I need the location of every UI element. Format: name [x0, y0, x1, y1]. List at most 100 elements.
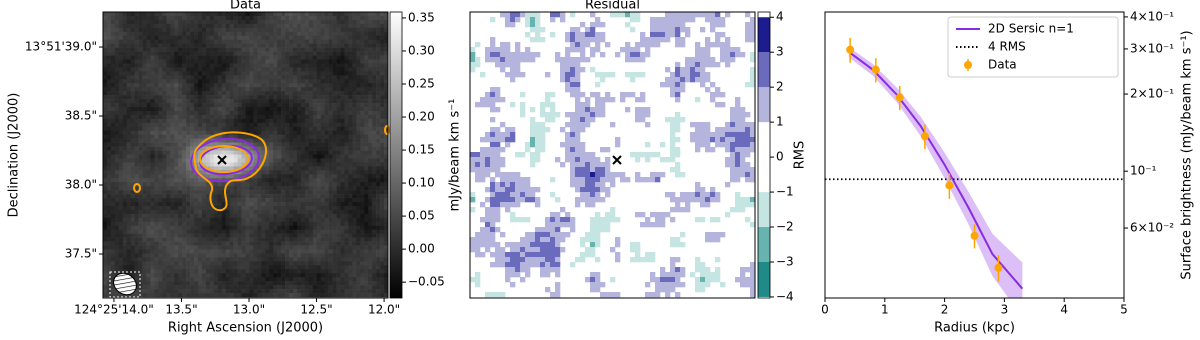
image-pixel	[107, 226, 111, 230]
image-pixel	[273, 139, 277, 143]
image-pixel	[111, 210, 115, 214]
image-pixel	[265, 60, 269, 64]
image-pixel	[147, 115, 151, 119]
image-pixel	[305, 20, 309, 24]
image-pixel	[111, 91, 115, 95]
image-pixel	[190, 269, 194, 273]
image-pixel	[301, 32, 305, 36]
image-pixel	[135, 87, 139, 91]
image-pixel	[305, 60, 309, 64]
image-pixel	[143, 139, 147, 143]
image-pixel	[182, 56, 186, 60]
image-pixel	[352, 63, 356, 67]
image-pixel	[127, 214, 131, 218]
image-pixel	[273, 265, 277, 269]
image-pixel	[127, 246, 131, 250]
image-pixel	[162, 273, 166, 277]
image-pixel	[285, 60, 289, 64]
image-pixel	[325, 111, 329, 115]
image-pixel	[321, 158, 325, 162]
image-pixel	[143, 119, 147, 123]
image-pixel	[214, 269, 218, 273]
image-pixel	[356, 60, 360, 64]
image-pixel	[194, 12, 198, 16]
image-pixel	[253, 20, 257, 24]
image-pixel	[178, 190, 182, 194]
image-pixel	[234, 269, 238, 273]
image-pixel	[166, 60, 170, 64]
image-pixel	[337, 253, 341, 257]
image-pixel	[285, 170, 289, 174]
image-pixel	[158, 115, 162, 119]
image-pixel	[281, 257, 285, 261]
image-pixel	[333, 119, 337, 123]
image-pixel	[352, 198, 356, 202]
image-pixel	[238, 79, 242, 83]
image-pixel	[186, 115, 190, 119]
image-pixel	[154, 99, 158, 103]
image-pixel	[364, 111, 368, 115]
image-pixel	[364, 87, 368, 91]
image-pixel	[103, 16, 107, 20]
image-pixel	[317, 190, 321, 194]
image-pixel	[305, 222, 309, 226]
image-pixel	[174, 60, 178, 64]
image-pixel	[154, 111, 158, 115]
image-pixel	[301, 206, 305, 210]
image-pixel	[281, 277, 285, 281]
image-pixel	[190, 250, 194, 254]
image-pixel	[202, 238, 206, 242]
image-pixel	[301, 226, 305, 230]
image-pixel	[285, 79, 289, 83]
image-pixel	[234, 87, 238, 91]
image-pixel	[178, 75, 182, 79]
image-pixel	[360, 174, 364, 178]
image-pixel	[143, 12, 147, 16]
image-pixel	[265, 206, 269, 210]
image-pixel	[305, 63, 309, 67]
image-pixel	[376, 135, 380, 139]
image-pixel	[257, 238, 261, 242]
image-pixel	[234, 95, 238, 99]
image-pixel	[277, 273, 281, 277]
image-pixel	[182, 238, 186, 242]
image-pixel	[119, 111, 123, 115]
image-pixel	[194, 281, 198, 285]
image-pixel	[293, 40, 297, 44]
image-pixel	[352, 170, 356, 174]
image-pixel	[317, 36, 321, 40]
image-pixel	[341, 170, 345, 174]
image-pixel	[356, 75, 360, 79]
image-pixel	[166, 91, 170, 95]
image-pixel	[257, 63, 261, 67]
image-pixel	[265, 16, 269, 20]
image-pixel	[214, 52, 218, 56]
image-pixel	[297, 48, 301, 52]
image-pixel	[178, 67, 182, 71]
image-pixel	[151, 71, 155, 75]
image-pixel	[166, 155, 170, 159]
image-pixel	[242, 190, 246, 194]
image-pixel	[194, 250, 198, 254]
image-pixel	[103, 87, 107, 91]
image-pixel	[242, 127, 246, 131]
image-pixel	[230, 238, 234, 242]
image-pixel	[277, 44, 281, 48]
image-pixel	[107, 91, 111, 95]
image-pixel	[360, 79, 364, 83]
image-pixel	[301, 277, 305, 281]
image-pixel	[317, 273, 321, 277]
image-pixel	[147, 182, 151, 186]
image-pixel	[242, 20, 246, 24]
image-pixel	[309, 269, 313, 273]
image-pixel	[273, 234, 277, 238]
image-pixel	[139, 32, 143, 36]
image-pixel	[273, 28, 277, 32]
image-pixel	[198, 60, 202, 64]
image-pixel	[143, 67, 147, 71]
image-pixel	[364, 218, 368, 222]
image-pixel	[154, 32, 158, 36]
image-pixel	[170, 265, 174, 269]
image-pixel	[123, 206, 127, 210]
image-pixel	[182, 182, 186, 186]
